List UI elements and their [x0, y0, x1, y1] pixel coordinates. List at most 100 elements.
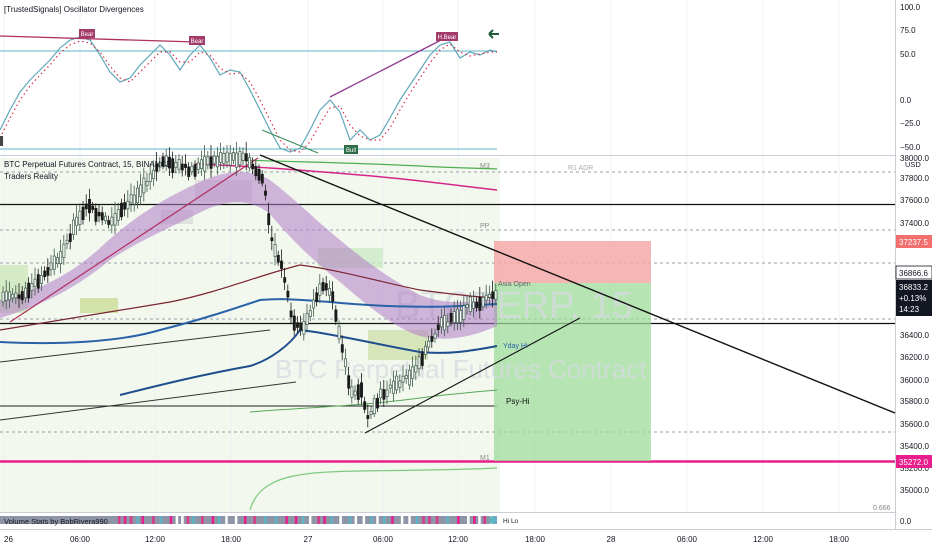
bear-candle	[123, 202, 127, 210]
volume-marks	[118, 516, 497, 524]
bear-candle	[180, 163, 184, 171]
bull-candle	[164, 155, 168, 166]
time-tick-label: 27	[304, 535, 313, 544]
volume-mark	[175, 516, 179, 524]
volume-mark	[217, 516, 221, 524]
bear-candle	[280, 260, 283, 269]
bear-candle	[334, 309, 338, 322]
bull-candle	[152, 169, 155, 179]
volume-mark	[348, 516, 352, 524]
bull-candle	[65, 239, 69, 244]
asia-open-label: Asia Open	[498, 281, 531, 288]
current-price-tag	[896, 280, 932, 316]
time-tick-label: 06:00	[373, 535, 394, 544]
time-axis[interactable]: 26 06:00 12:00 18:00 27 06:00 12:00 18:00 28 06:0…	[4, 535, 850, 544]
bear-candle	[436, 324, 440, 331]
target-price-tag	[896, 235, 932, 248]
bull-candle	[481, 296, 485, 308]
name-watermark: BTC Perpetual Futures Contract	[275, 354, 647, 384]
m1-level-label: M1	[480, 455, 490, 462]
bear-candle	[251, 163, 255, 170]
bear-candle	[193, 164, 197, 177]
bull-candle	[1, 291, 5, 303]
bull-candle	[440, 317, 443, 328]
green-lower-band	[249, 389, 498, 413]
bear-candle	[449, 312, 453, 323]
bear-candle	[324, 283, 328, 291]
bear-candle	[270, 237, 274, 242]
bear-candle	[315, 292, 319, 303]
bull-candle	[302, 321, 306, 335]
volume-mark	[370, 516, 373, 524]
bull-candle	[232, 152, 235, 161]
stop-loss-zone[interactable]	[494, 241, 651, 283]
bull-candle	[203, 156, 207, 172]
time-tick-label: 06:00	[70, 535, 91, 544]
bull-candle	[379, 388, 383, 399]
bull-candle	[472, 301, 475, 309]
price-tick-label: 37600.0	[900, 196, 929, 205]
bear-candle	[360, 382, 363, 398]
bull-candle	[248, 157, 251, 169]
osc-tick-label: −25.0	[900, 119, 921, 128]
bear-candle	[430, 336, 434, 342]
bear-label-2-text: Bear	[191, 39, 204, 45]
bull-candle	[408, 369, 411, 386]
bull-candle	[72, 219, 75, 235]
bear-label-1	[79, 29, 95, 38]
bear-candle	[299, 322, 303, 331]
bear-label-1-text: Bear	[81, 32, 94, 38]
bull-candle	[417, 356, 421, 370]
bull-candle	[308, 310, 312, 318]
time-tick-label: 12:00	[448, 535, 469, 544]
osc-edge-marker	[0, 136, 3, 146]
volume-mark	[483, 516, 486, 524]
bull-candle	[459, 310, 463, 323]
volume-last-marker	[489, 516, 497, 524]
lower-trendline[interactable]	[0, 381, 297, 421]
take-profit-zone[interactable]	[494, 283, 651, 461]
volume-mark	[428, 516, 431, 524]
bull-candle	[395, 375, 399, 391]
bear-candle	[184, 163, 187, 168]
fib-label: 0.666	[873, 505, 891, 512]
volume-mark	[354, 516, 358, 524]
bull-candle	[174, 162, 178, 168]
bear-candle	[257, 168, 261, 181]
bull-candle	[228, 152, 232, 166]
high-price-tag-text: 36866.6	[899, 269, 928, 278]
bull-candle	[312, 299, 315, 309]
bear-candle	[264, 190, 267, 196]
bear-candle	[244, 153, 248, 162]
bear-candle	[286, 290, 290, 298]
bull-candle	[52, 255, 56, 270]
hidden-bear-divergence-line	[329, 37, 446, 98]
bear-candle	[46, 267, 50, 276]
bull-candle	[452, 311, 456, 323]
bull-divergence-line	[261, 129, 319, 154]
bull-candle	[14, 292, 18, 299]
bear-divergence-line	[0, 35, 197, 43]
volume-mark	[446, 516, 449, 524]
volume-pane: Volume Stats by BobRivera990 Hi Lo	[0, 516, 519, 526]
volume-mark	[169, 516, 173, 524]
mid-trendline[interactable]	[0, 329, 271, 363]
oscillator-pane: Bear Bear H.Bear Bull [TrustedSignals] O…	[0, 5, 499, 154]
rising-trendline[interactable]	[9, 157, 259, 323]
volume-mark	[141, 516, 144, 524]
bull-candle	[59, 251, 63, 265]
descending-trendline[interactable]	[259, 154, 896, 414]
bull-candle	[318, 283, 322, 296]
bear-candle	[187, 166, 191, 177]
bear-candle	[478, 296, 482, 311]
pp-level-label: PP	[480, 223, 490, 230]
bull-candle	[494, 290, 498, 300]
psy-hi-label: Psy-Hi	[506, 397, 530, 406]
price-axis[interactable]: 100.0 75.0 50.0 0.0 −25.0 −50.0 0.0 USD 38000…	[895, 0, 932, 529]
osc-tick-label: −50.0	[900, 143, 921, 152]
osc-tick-label: 0.0	[900, 96, 912, 105]
bull-candle	[225, 151, 229, 163]
ema-ribbon	[0, 171, 497, 339]
bear-candle	[382, 389, 386, 400]
ascending-trendline[interactable]	[364, 317, 581, 434]
